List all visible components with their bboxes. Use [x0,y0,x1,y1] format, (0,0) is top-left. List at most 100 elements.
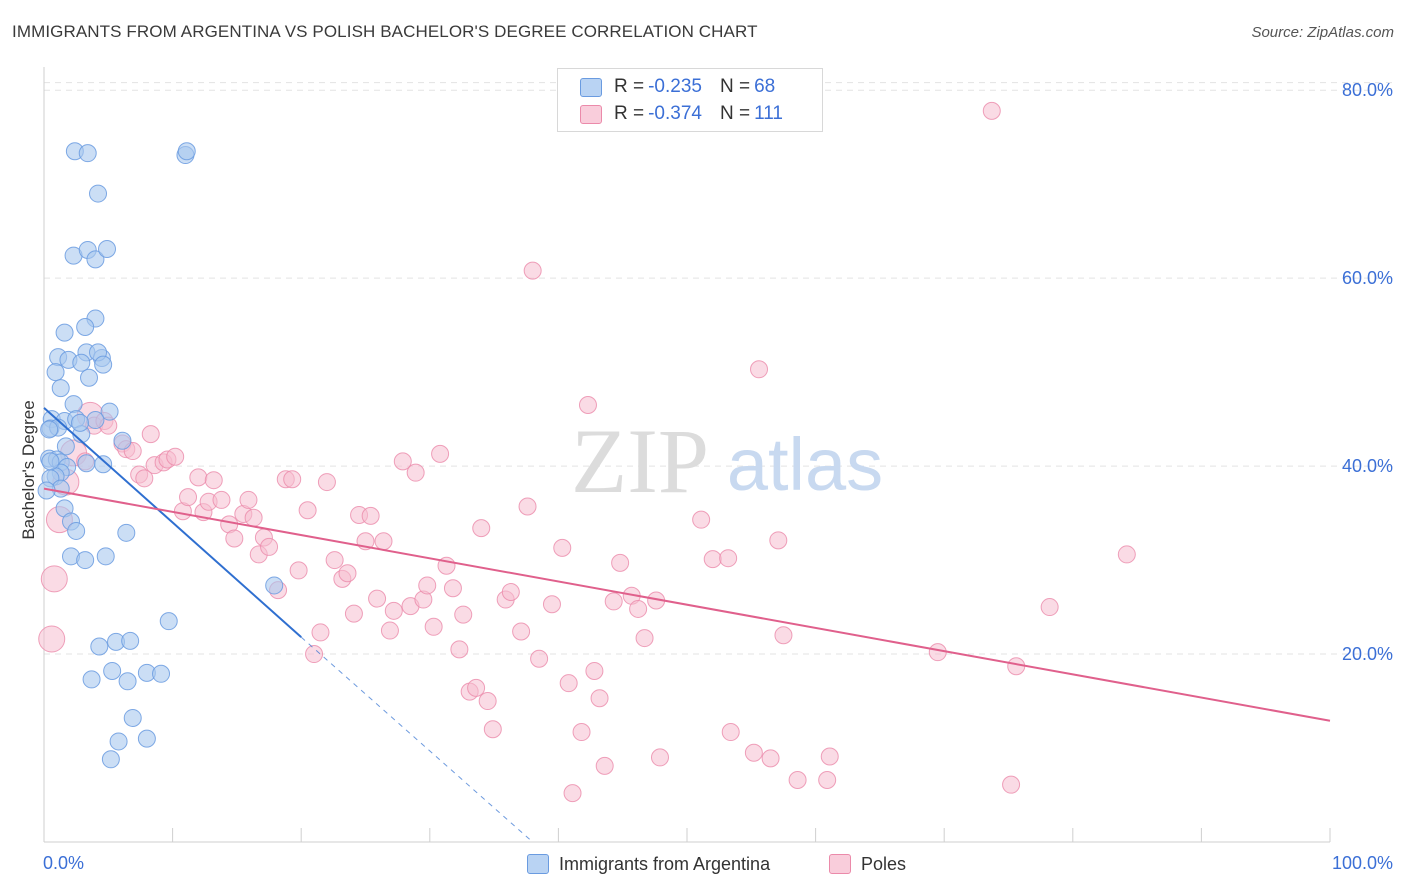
argentina-trend-line [43,407,302,638]
poles-point [244,508,263,527]
poles-point [604,592,623,611]
argentina-point [117,523,136,542]
argentina-point [71,413,90,432]
poles-point [443,579,462,598]
argentina-point [82,670,101,689]
poles-point [774,626,793,645]
poles-point [338,564,357,583]
poles-point [40,565,68,593]
poles-point [317,473,336,492]
poles-point [431,444,450,463]
poles-point [450,640,469,659]
poles-point [1007,657,1026,676]
poles-point [982,101,1001,120]
argentina-point [40,420,59,439]
poles-point [590,689,609,708]
poles-point [530,649,549,668]
legend-r-label: R = [614,103,645,124]
poles-point [368,589,387,608]
source-label: Source: ZipAtlas.com [1251,24,1394,41]
poles-point [298,501,317,520]
poles-point [721,723,740,742]
argentina-point [109,732,128,751]
correlation-legend: R = -0.235 N = 68 R = -0.374 N = 111 [557,68,823,132]
poles-point [289,561,308,580]
poles-point [595,756,614,775]
argentina-point [56,437,75,456]
grid-lines [44,82,1392,655]
argentina-point [76,318,95,337]
poles-point [166,447,185,466]
y-tick-label: 80.0% [1342,80,1393,100]
argentina-point [94,355,113,374]
poles-point [483,720,502,739]
argentina-point [90,637,109,656]
argentina-point [94,455,113,474]
poles-point [1040,598,1059,617]
poles-point [703,550,722,569]
legend-n-value: 111 [754,103,783,124]
argentina-point [78,144,97,163]
argentina-point [152,664,171,683]
tick-labels: 20.0% 40.0% 60.0% 80.0% 0.0% 100.0% [43,80,1393,873]
bottom-legend-label-argentina: Immigrants from Argentina [559,853,771,874]
poles-point [578,396,597,415]
poles-point [418,576,437,595]
y-tick-label: 40.0% [1342,456,1393,476]
argentina-point [51,379,70,398]
bottom-legend-swatch-poles [829,854,851,874]
poles-point [374,532,393,551]
argentina-point [121,631,140,650]
poles-point [744,743,763,762]
poles-point [818,770,837,789]
poles-point [1117,545,1136,564]
legend-n-value: 68 [754,76,776,97]
poles-point [692,510,711,529]
poles-point [424,617,443,636]
poles-point [454,605,473,624]
poles-trend-line [43,487,1331,722]
argentina-point [103,661,122,680]
poles-points [38,101,1136,803]
poles-point [501,583,520,602]
poles-point [559,674,578,693]
argentina-point [67,521,86,540]
argentina-point [55,323,74,342]
y-axis-label: Bachelor's Degree [19,400,38,539]
argentina-point [137,729,156,748]
poles-point [542,595,561,614]
poles-point [553,538,572,557]
poles-point [611,553,630,572]
poles-point [212,490,231,509]
poles-point [393,452,412,471]
legend-swatch-poles [580,104,602,124]
argentina-point [101,750,120,769]
watermark: ZIP atlas [571,410,883,512]
poles-point [629,599,648,618]
poles-point [406,463,425,482]
poles-point [928,643,947,662]
legend-r-value: -0.374 [648,103,702,124]
chart-title: IMMIGRANTS FROM ARGENTINA VS POLISH BACH… [12,22,758,41]
poles-point [769,531,788,550]
argentina-point [177,142,196,161]
bottom-legend-argentina: Immigrants from Argentina [527,852,770,876]
argentina-point [86,411,105,430]
poles-point [585,661,604,680]
legend-swatch-argentina [580,77,602,97]
argentina-point [46,363,65,382]
poles-point [1002,775,1021,794]
poles-point [260,537,279,556]
poles-point [719,549,738,568]
poles-point [225,529,244,548]
poles-point [239,490,258,509]
poles-point [141,425,160,444]
poles-point [305,645,324,664]
poles-point [761,749,780,768]
poles-point [518,497,537,516]
watermark-atlas: atlas [727,423,883,506]
poles-point [563,784,582,803]
argentina-point [100,402,119,421]
poles-point [179,488,198,507]
